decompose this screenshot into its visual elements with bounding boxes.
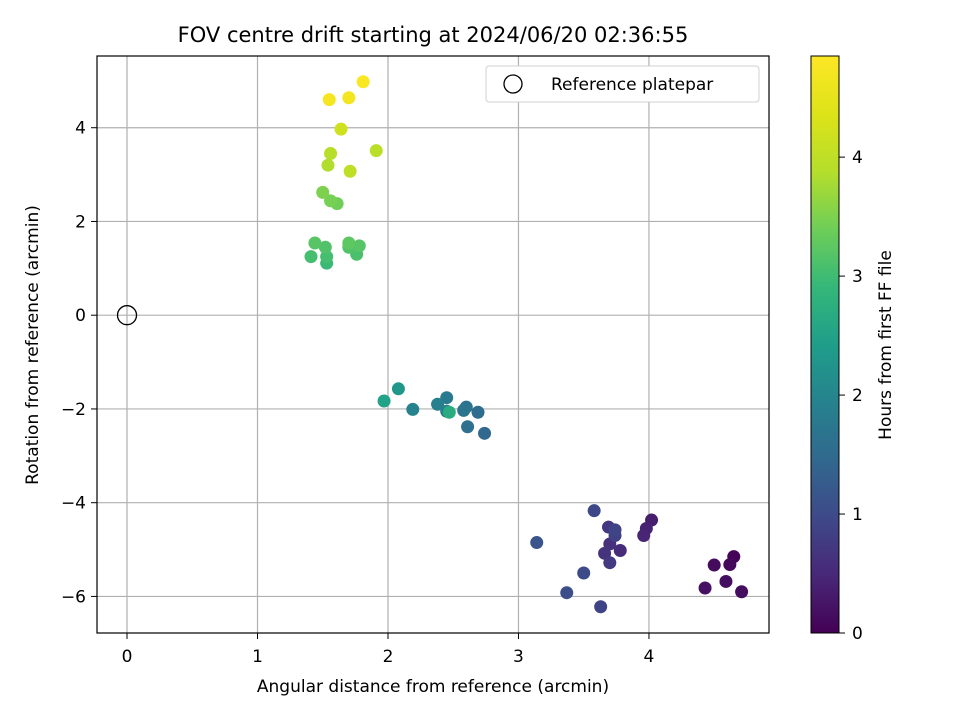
data-point bbox=[530, 536, 544, 550]
data-point bbox=[698, 581, 712, 595]
data-point bbox=[608, 523, 622, 537]
data-point bbox=[377, 394, 391, 408]
x-tick-label: 4 bbox=[644, 647, 655, 667]
data-point bbox=[461, 420, 475, 434]
y-tick-label: 0 bbox=[75, 306, 86, 326]
data-point bbox=[391, 382, 405, 396]
data-point bbox=[321, 158, 335, 172]
data-point bbox=[594, 600, 608, 614]
data-point bbox=[334, 122, 348, 136]
data-point bbox=[723, 558, 737, 572]
y-axis-ticks: −6 −4 −2 0 2 4 bbox=[61, 119, 97, 607]
data-point bbox=[719, 574, 733, 588]
data-point bbox=[356, 75, 370, 89]
y-tick-label: −2 bbox=[61, 400, 86, 420]
y-tick-label: −4 bbox=[61, 494, 86, 514]
x-tick-label: 0 bbox=[122, 647, 133, 667]
x-tick-label: 2 bbox=[383, 647, 394, 667]
data-point bbox=[342, 236, 356, 250]
reference-layer bbox=[116, 305, 138, 326]
data-point bbox=[304, 250, 318, 264]
x-tick-label: 3 bbox=[513, 647, 524, 667]
legend: Reference platepar bbox=[485, 65, 760, 103]
grid bbox=[97, 56, 769, 633]
y-axis-label: Rotation from reference (arcmin) bbox=[23, 205, 43, 485]
colorbar-tick-label: 1 bbox=[852, 505, 863, 525]
data-point bbox=[603, 556, 617, 570]
data-point bbox=[343, 164, 357, 178]
colorbar-tick-label: 4 bbox=[852, 148, 863, 168]
y-tick-label: −6 bbox=[61, 587, 86, 607]
x-tick-label: 1 bbox=[252, 647, 263, 667]
legend-marker-reference bbox=[503, 74, 523, 94]
data-point bbox=[369, 144, 383, 158]
colorbar-label: Hours from first FF file bbox=[876, 250, 896, 440]
colorbar-gradient bbox=[810, 55, 840, 634]
data-point bbox=[316, 185, 330, 199]
colorbar-tick-label: 3 bbox=[852, 267, 863, 287]
data-point bbox=[735, 585, 749, 599]
data-point bbox=[613, 544, 627, 558]
y-tick-label: 4 bbox=[75, 119, 86, 139]
x-axis-label: Angular distance from reference (arcmin) bbox=[257, 677, 609, 697]
data-point bbox=[587, 504, 601, 518]
data-point bbox=[637, 529, 651, 543]
chart-title: FOV centre drift starting at 2024/06/20 … bbox=[178, 23, 689, 47]
data-point bbox=[442, 405, 456, 419]
data-point bbox=[431, 397, 445, 411]
data-point bbox=[318, 240, 332, 254]
data-point bbox=[342, 91, 356, 105]
data-point bbox=[308, 236, 322, 250]
colorbar-ticks: 0 1 2 3 4 bbox=[839, 148, 863, 644]
data-point bbox=[352, 239, 366, 253]
data-point bbox=[457, 403, 471, 417]
data-point bbox=[324, 194, 338, 208]
colorbar-tick-label: 0 bbox=[852, 624, 863, 644]
data-point bbox=[560, 586, 574, 600]
colorbar-tick-label: 2 bbox=[852, 386, 863, 406]
data-point bbox=[322, 93, 336, 107]
data-points bbox=[304, 75, 749, 614]
plot-frame bbox=[96, 55, 770, 634]
data-point bbox=[707, 558, 721, 572]
y-tick-label: 2 bbox=[75, 212, 86, 232]
x-axis-ticks: 0 1 2 3 4 bbox=[122, 633, 655, 667]
data-point bbox=[478, 426, 492, 440]
colorbar: 0 1 2 3 4 Hours from first FF file bbox=[810, 55, 896, 644]
legend-label-reference: Reference platepar bbox=[551, 75, 713, 95]
data-point bbox=[440, 391, 454, 405]
reference-platepar-marker bbox=[116, 305, 138, 326]
data-point bbox=[471, 405, 485, 419]
legend-box bbox=[485, 65, 760, 103]
data-point bbox=[577, 566, 591, 580]
data-point bbox=[324, 146, 338, 160]
data-point bbox=[406, 402, 420, 416]
